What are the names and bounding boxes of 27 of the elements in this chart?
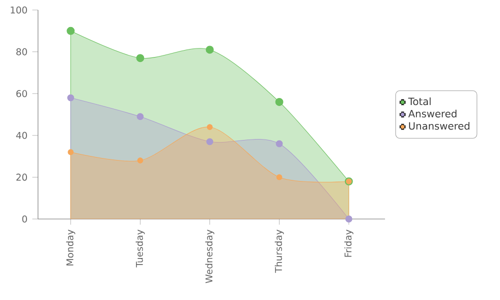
point [66,26,75,35]
point [275,98,284,106]
x-tick-label: Wednesday [205,230,214,284]
x-tick-label: Friday [344,230,354,257]
x-tick-label: Thursday [274,230,284,273]
legend-label: Total [408,97,431,106]
x-tick-label: Tuesday [136,230,145,268]
x-tick-label: Monday [66,230,76,266]
y-tick-label: 20 [16,174,27,181]
point [206,46,214,54]
point [276,140,283,148]
y-tick-label: 60 [16,90,27,98]
point [206,124,213,130]
y-tick-label: 80 [16,48,27,56]
legend-label: Unanswered [409,122,470,130]
point [345,216,352,222]
legend-label: Answered [408,110,456,118]
y-tick-label: 100 [10,6,27,14]
point [68,149,74,156]
point [206,138,214,146]
y-tick-label: 40 [16,132,27,139]
point [276,174,282,180]
point [137,158,144,164]
point [136,113,144,120]
point [136,54,144,62]
y-tick-label: 0 [22,215,27,223]
point [67,94,74,102]
